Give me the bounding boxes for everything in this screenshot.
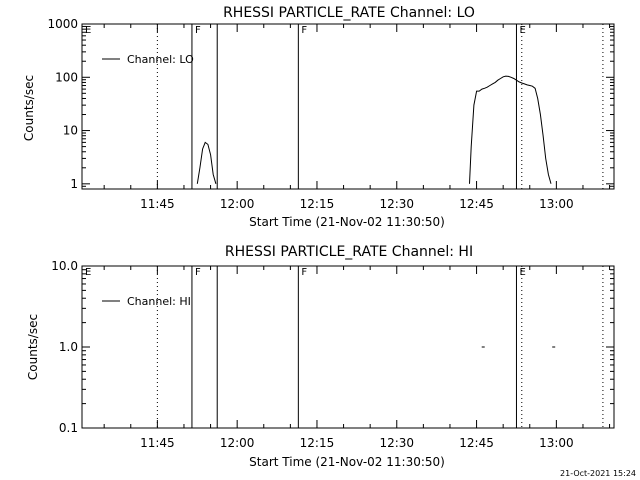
axes: 11:45 12:00 12:15 12:30 12:45 13:00 0.1 1.0 10.0 bbox=[51, 259, 615, 450]
legend-label: Channel: LO bbox=[127, 53, 194, 66]
x-axis-label: Start Time (21-Nov-02 11:30:50) bbox=[249, 215, 445, 229]
annotation-label: F bbox=[301, 267, 307, 278]
chart-title: RHESSI PARTICLE_RATE Channel: LO bbox=[223, 5, 475, 21]
x-tick-label: 12:00 bbox=[220, 436, 255, 450]
annotation-label: F bbox=[301, 25, 307, 36]
series-line-segment bbox=[196, 141, 217, 184]
y-tick-label: 100 bbox=[55, 70, 78, 84]
plot-frame bbox=[81, 23, 615, 190]
legend: Channel: HI bbox=[102, 295, 191, 308]
y-axis-label: Counts/sec bbox=[26, 314, 40, 380]
x-tick-label: 11:45 bbox=[140, 197, 175, 211]
hi-channel-panel: RHESSI PARTICLE_RATE Channel: HI Start T… bbox=[26, 244, 615, 469]
annotation-label: E bbox=[85, 25, 91, 36]
annotation-label: F bbox=[195, 267, 201, 278]
series-line-segment bbox=[469, 75, 552, 184]
series-lines bbox=[196, 75, 552, 184]
lo-channel-panel: RHESSI PARTICLE_RATE Channel: LO Start T… bbox=[22, 5, 615, 229]
x-tick-label: 12:30 bbox=[379, 197, 414, 211]
y-tick-label: 1.0 bbox=[59, 340, 78, 354]
footer-timestamp: 21-Oct-2021 15:24 bbox=[560, 469, 636, 478]
legend: Channel: LO bbox=[102, 53, 194, 66]
legend-label: Channel: HI bbox=[127, 295, 191, 308]
annotation-label: F bbox=[195, 25, 201, 36]
x-tick-label: 12:45 bbox=[459, 197, 494, 211]
x-tick-label: 12:15 bbox=[300, 436, 335, 450]
plot-frame bbox=[81, 265, 615, 429]
y-tick-label: 1 bbox=[70, 177, 78, 191]
x-axis-label: Start Time (21-Nov-02 11:30:50) bbox=[249, 455, 445, 469]
annotation-label: E bbox=[519, 25, 525, 36]
y-tick-label: 0.1 bbox=[59, 421, 78, 435]
x-tick-label: 12:30 bbox=[379, 436, 414, 450]
y-tick-label: 10 bbox=[63, 124, 78, 138]
axes: 11:45 12:00 12:15 12:30 12:45 13:00 1 10 100 1000 bbox=[47, 17, 615, 211]
x-tick-label: 13:00 bbox=[539, 436, 574, 450]
y-tick-label: 1000 bbox=[47, 17, 78, 31]
x-tick-label: 12:00 bbox=[220, 197, 255, 211]
x-tick-label: 13:00 bbox=[539, 197, 574, 211]
annotation-label: E bbox=[519, 267, 525, 278]
x-tick-label: 11:45 bbox=[140, 436, 175, 450]
chart-title: RHESSI PARTICLE_RATE Channel: HI bbox=[225, 244, 473, 260]
x-tick-label: 12:15 bbox=[300, 197, 335, 211]
y-axis-label: Counts/sec bbox=[22, 75, 36, 141]
annotation-label: E bbox=[85, 267, 91, 278]
x-tick-label: 12:45 bbox=[459, 436, 494, 450]
y-tick-label: 10.0 bbox=[51, 259, 78, 273]
